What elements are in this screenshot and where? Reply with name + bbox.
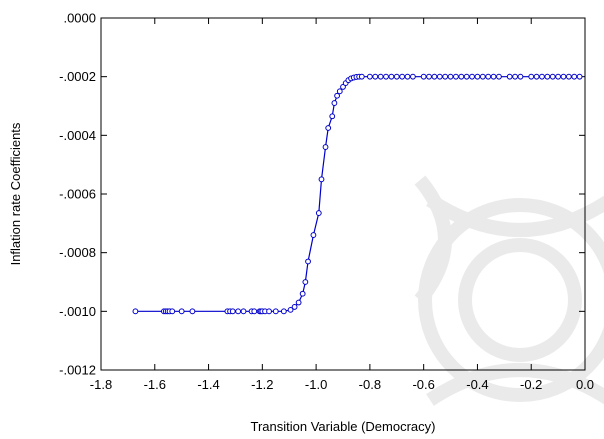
data-point [377, 73, 384, 80]
data-point [329, 113, 336, 120]
x-tick-label: -1.8 [90, 377, 112, 392]
watermark-ornament [414, 175, 604, 406]
data-point [399, 73, 406, 80]
data-point [565, 73, 572, 80]
data-point [517, 73, 524, 80]
data-point [310, 232, 317, 238]
x-tick-label: -1.4 [197, 377, 219, 392]
data-point [442, 73, 449, 80]
y-tick-label: -.0012 [59, 363, 96, 378]
plot-frame [100, 17, 586, 371]
data-point [458, 73, 465, 80]
data-point [388, 73, 395, 80]
data-point [291, 304, 298, 310]
series-line [135, 76, 580, 312]
data-point [431, 73, 438, 80]
data-point [178, 308, 185, 315]
data-point [506, 73, 513, 80]
y-tick-label: -.0004 [59, 128, 96, 143]
y-tick-label: -.0006 [59, 187, 96, 202]
data-point [340, 84, 346, 90]
data-point [280, 308, 287, 315]
data-point [229, 308, 236, 315]
data-point [383, 73, 389, 80]
data-point [544, 73, 551, 80]
x-tick-label: -0.8 [359, 377, 381, 392]
data-point [299, 290, 306, 297]
data-point [251, 308, 258, 315]
data-point [410, 73, 416, 80]
data-point [295, 299, 302, 306]
x-tick-label: -1.2 [251, 377, 273, 392]
data-point [490, 73, 497, 80]
data-point [189, 308, 196, 315]
y-tick-label: -.0010 [59, 304, 96, 319]
data-point [447, 73, 454, 80]
data-point [512, 73, 518, 80]
data-point [549, 73, 556, 80]
data-point [334, 92, 340, 99]
y-tick-label: -.0008 [59, 245, 96, 260]
x-tick-label: -1.6 [144, 377, 166, 392]
data-point [539, 73, 545, 80]
x-tick-label: -1.0 [305, 377, 327, 392]
y-axis-title: Inflation rate Coefficients [8, 122, 23, 265]
data-point [266, 308, 272, 315]
data-point [132, 308, 139, 315]
data-point [426, 73, 432, 80]
y-tick-label: .0000 [63, 11, 96, 26]
data-point [318, 176, 325, 183]
data-point [302, 279, 309, 285]
data-point [404, 73, 411, 80]
data-point [479, 73, 486, 80]
data-point [322, 144, 329, 150]
y-tick-label: -.0002 [59, 69, 96, 84]
data-point [366, 73, 373, 80]
data-point [336, 88, 343, 95]
x-tick-label: 0.0 [576, 377, 594, 392]
x-tick-label: -0.2 [520, 377, 542, 392]
data-point [533, 73, 540, 80]
x-tick-label: -0.4 [466, 377, 488, 392]
x-tick-label: -0.6 [412, 377, 434, 392]
data-point [453, 73, 459, 80]
data-point [436, 73, 443, 80]
data-point [235, 308, 242, 315]
data-point [287, 306, 294, 313]
data-point [169, 308, 176, 315]
data-point [272, 308, 279, 315]
data-point [325, 125, 332, 131]
data-point [240, 308, 247, 315]
x-axis-title: Transition Variable (Democracy) [251, 419, 436, 434]
data-point [576, 73, 583, 80]
data-point [555, 73, 562, 80]
data-point [474, 73, 481, 80]
data-point [496, 73, 502, 80]
data-point [393, 73, 400, 80]
data-point [358, 73, 365, 80]
data-point [528, 73, 535, 80]
data-point [485, 73, 492, 80]
data-point [420, 73, 427, 80]
data-point [469, 73, 475, 80]
data-point [315, 210, 322, 216]
data-point [560, 73, 567, 80]
data-point [305, 258, 311, 265]
data-point [463, 73, 470, 80]
data-point [571, 73, 578, 80]
data-point [331, 100, 338, 106]
data-point [372, 73, 379, 80]
